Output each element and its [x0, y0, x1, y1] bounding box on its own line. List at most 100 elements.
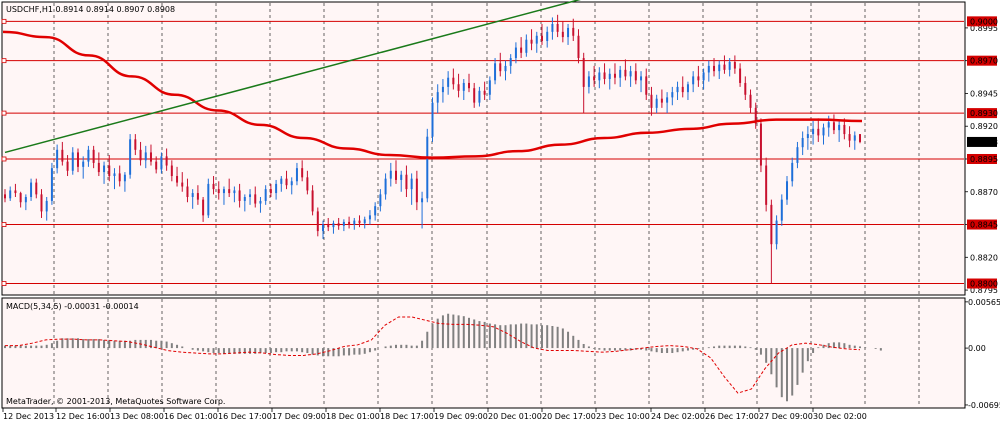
- candle: [441, 79, 444, 103]
- candle: [707, 60, 710, 82]
- candle: [113, 168, 116, 190]
- macd-panel: MACD(5,34,5) -0.00031 -0.00014 MetaTrade…: [1, 297, 1000, 410]
- time-tick-label: 30 Dec 02:00: [813, 412, 867, 421]
- candle: [207, 178, 210, 218]
- candle: [660, 89, 663, 108]
- level-tag-label: 0.8895: [970, 155, 998, 164]
- candle: [415, 170, 418, 211]
- candle: [348, 216, 351, 229]
- macd-plot-area: [1, 297, 966, 409]
- candle: [728, 58, 731, 77]
- time-tick-label: 16 Dec 17:00: [218, 412, 272, 421]
- candle: [801, 131, 804, 156]
- level-handle[interactable]: [1, 156, 7, 162]
- time-tick-label: 18 Dec 01:00: [326, 412, 380, 421]
- time-tick-label: 20 Dec 17:00: [542, 412, 596, 421]
- candle: [259, 197, 262, 213]
- candle: [410, 173, 413, 205]
- candle: [786, 176, 789, 205]
- candle: [640, 71, 643, 93]
- candle: [9, 186, 12, 201]
- candle: [389, 162, 392, 187]
- candle: [301, 160, 304, 182]
- level-handle[interactable]: [1, 222, 7, 227]
- time-tick-label: 16 Dec 01:00: [164, 412, 218, 421]
- level-tag-label: 0.8970: [970, 57, 998, 66]
- candle: [56, 144, 59, 174]
- candle: [806, 126, 809, 150]
- level-tag-bg: [967, 278, 997, 289]
- level-handle[interactable]: [1, 58, 7, 64]
- candle: [843, 118, 846, 140]
- candle: [103, 161, 106, 184]
- level-handle[interactable]: [1, 281, 7, 286]
- copyright-text: MetaTrader, © 2001-2013, MetaQuotes Soft…: [6, 397, 225, 406]
- candle: [447, 71, 450, 95]
- level-handle[interactable]: [1, 18, 7, 24]
- candle: [165, 148, 168, 171]
- candle: [791, 157, 794, 187]
- candle: [775, 215, 778, 250]
- time-tick-label: 27 Dec 09:00: [759, 412, 813, 421]
- candle: [619, 65, 622, 87]
- candle: [97, 152, 100, 177]
- candle: [733, 55, 736, 74]
- level-handle[interactable]: [1, 110, 7, 116]
- candle: [191, 189, 194, 209]
- candle: [436, 84, 439, 114]
- candle: [311, 185, 314, 216]
- current-price-label: 0.8908: [970, 138, 998, 147]
- candle: [608, 68, 611, 90]
- candle: [634, 63, 637, 85]
- candle: [160, 152, 163, 174]
- candle: [765, 157, 768, 212]
- candle: [421, 191, 424, 229]
- candle: [290, 177, 293, 195]
- candle: [822, 123, 825, 145]
- time-tick-label: 19 Dec 09:00: [434, 412, 488, 421]
- level-price-tags: 0.9000 0.8970 0.8930 0.8895 0.8845 0.8800: [967, 16, 998, 289]
- candle: [770, 199, 773, 284]
- candle: [149, 144, 152, 166]
- candle: [332, 220, 335, 234]
- candle: [228, 178, 231, 197]
- macd-signal-line: [5, 316, 861, 394]
- candle: [645, 68, 648, 100]
- current-price-tag: 0.8908: [967, 136, 998, 147]
- price-tick-label: 0.8995: [970, 24, 998, 33]
- candle: [749, 89, 752, 114]
- candle: [514, 42, 517, 64]
- candle: [327, 217, 330, 232]
- candle: [692, 71, 695, 93]
- candle: [306, 170, 309, 195]
- candle: [744, 76, 747, 100]
- candle: [61, 141, 64, 166]
- candle: [561, 21, 564, 43]
- candle: [254, 186, 257, 208]
- level-tag-bg: [967, 108, 997, 119]
- candle: [812, 120, 815, 145]
- level-tag-label: 0.8800: [970, 280, 998, 289]
- macd-header: MACD(5,34,5) -0.00031 -0.00014: [6, 302, 139, 311]
- candle: [624, 59, 627, 81]
- candle: [713, 58, 716, 77]
- candle: [275, 179, 278, 200]
- candle: [546, 26, 549, 48]
- candle: [400, 170, 403, 192]
- candle: [718, 60, 721, 80]
- candle: [71, 147, 74, 175]
- candlesticks: [4, 14, 861, 284]
- candle: [666, 92, 669, 114]
- candle: [582, 52, 585, 114]
- candle: [754, 102, 757, 129]
- price-tick-label: 0.8945: [970, 89, 998, 98]
- candle: [129, 134, 132, 179]
- candle: [853, 131, 856, 150]
- candle: [525, 34, 528, 57]
- candle: [499, 52, 502, 77]
- time-tick-label: 26 Dec 17:00: [705, 412, 759, 421]
- time-tick-label: 12 Dec 2013: [3, 412, 54, 421]
- candle: [796, 141, 799, 169]
- candle: [405, 165, 408, 197]
- level-tag-label: 0.9000: [970, 17, 998, 26]
